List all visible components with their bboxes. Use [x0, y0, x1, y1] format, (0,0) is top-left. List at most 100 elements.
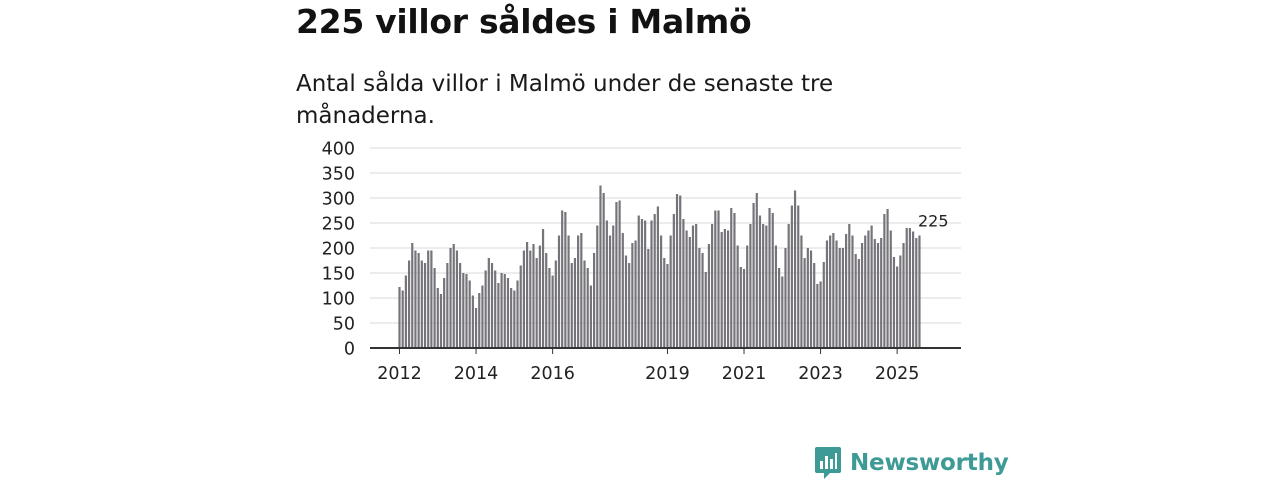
- bar: [494, 270, 497, 348]
- bar: [679, 195, 682, 348]
- bar: [535, 258, 538, 348]
- bar: [465, 274, 468, 348]
- bar: [825, 240, 829, 348]
- bar: [800, 235, 803, 348]
- y-tick-label: 50: [333, 315, 355, 335]
- y-tick-label: 250: [322, 215, 355, 235]
- y-tick-label: 150: [322, 265, 355, 285]
- bar: [880, 238, 883, 348]
- x-tick-label: 2016: [530, 364, 575, 384]
- bar: [873, 239, 876, 348]
- bar: [640, 219, 644, 348]
- bar: [755, 193, 758, 348]
- bar: [733, 213, 736, 348]
- bar: [659, 235, 663, 348]
- bar: [870, 225, 873, 348]
- bar: [819, 281, 822, 348]
- y-tick-label: 100: [322, 290, 355, 310]
- x-tick-label: 2019: [645, 364, 690, 384]
- bar: [519, 265, 522, 348]
- x-tick-label: 2025: [875, 364, 920, 384]
- bar: [478, 293, 481, 348]
- bar: [902, 243, 905, 348]
- bar: [398, 287, 401, 348]
- bar: [787, 224, 790, 348]
- bar: [838, 248, 841, 348]
- bar: [857, 259, 860, 348]
- bar: [634, 240, 637, 348]
- data-labels: 225: [918, 212, 949, 231]
- bar: [592, 253, 596, 348]
- bar: [806, 248, 809, 348]
- bar: [841, 248, 845, 348]
- bar: [650, 220, 653, 348]
- bar: [522, 250, 526, 348]
- bar: [573, 258, 577, 348]
- y-tick-label: 300: [322, 190, 355, 210]
- bar: [599, 185, 602, 348]
- bar: [577, 235, 580, 348]
- bar: [663, 258, 666, 348]
- bar: [605, 220, 608, 348]
- bar: [439, 294, 443, 348]
- bar: [723, 229, 726, 348]
- bar: [717, 210, 720, 348]
- bar: [532, 244, 535, 348]
- chart-title: 225 villor såldes i Malmö: [296, 2, 752, 41]
- bar: [816, 284, 819, 348]
- bar: [720, 232, 723, 348]
- bar: [672, 214, 675, 348]
- y-tick-label: 400: [322, 140, 355, 160]
- bar: [586, 268, 589, 348]
- bar: [752, 203, 755, 348]
- bar: [892, 257, 896, 348]
- bar: [908, 228, 911, 348]
- bar: [554, 260, 557, 348]
- chart-subtitle: Antal sålda villor i Malmö under de sena…: [296, 71, 834, 129]
- bar: [628, 263, 631, 348]
- bar: [883, 214, 886, 348]
- bar: [682, 219, 685, 348]
- bar: [688, 237, 691, 348]
- highlight-value-label: 225: [918, 212, 949, 231]
- bar: [459, 263, 462, 348]
- bar: [771, 213, 774, 348]
- bar: [666, 264, 669, 348]
- bar: [564, 212, 567, 348]
- x-tick-label: 2021: [722, 364, 767, 384]
- bar: [832, 233, 835, 348]
- bar: [749, 224, 752, 348]
- newsworthy-logo-icon: [815, 447, 841, 479]
- bar: [784, 248, 787, 348]
- bar: [736, 245, 739, 348]
- bar: [436, 288, 439, 348]
- bars: [398, 185, 921, 348]
- bar: [516, 280, 519, 348]
- bar: [726, 230, 730, 348]
- bar: [510, 288, 513, 348]
- bar: [714, 210, 717, 348]
- bar: [707, 244, 711, 348]
- y-tick-label: 0: [344, 340, 355, 360]
- bar: [656, 206, 659, 348]
- bar: [845, 234, 848, 348]
- x-tick-label: 2014: [454, 364, 499, 384]
- y-tick-label: 350: [322, 165, 355, 185]
- bar: [793, 190, 797, 348]
- x-axis-tick-labels: 2012 2014 2016 2019 2021 2023 2025: [377, 364, 919, 384]
- bar: [589, 285, 592, 348]
- bar: [644, 220, 647, 348]
- bar: [548, 268, 551, 348]
- y-tick-label: 200: [322, 240, 355, 260]
- bar: [742, 269, 746, 348]
- bar: [647, 249, 650, 348]
- bar: [513, 290, 516, 348]
- bar: [567, 235, 570, 348]
- bar: [561, 210, 564, 348]
- bar: [423, 263, 427, 348]
- y-axis-tick-labels: 0 50 100 150 200 250 300 350 400: [322, 140, 355, 360]
- bar: [420, 260, 423, 348]
- bar: [631, 243, 634, 348]
- bar: [452, 244, 455, 348]
